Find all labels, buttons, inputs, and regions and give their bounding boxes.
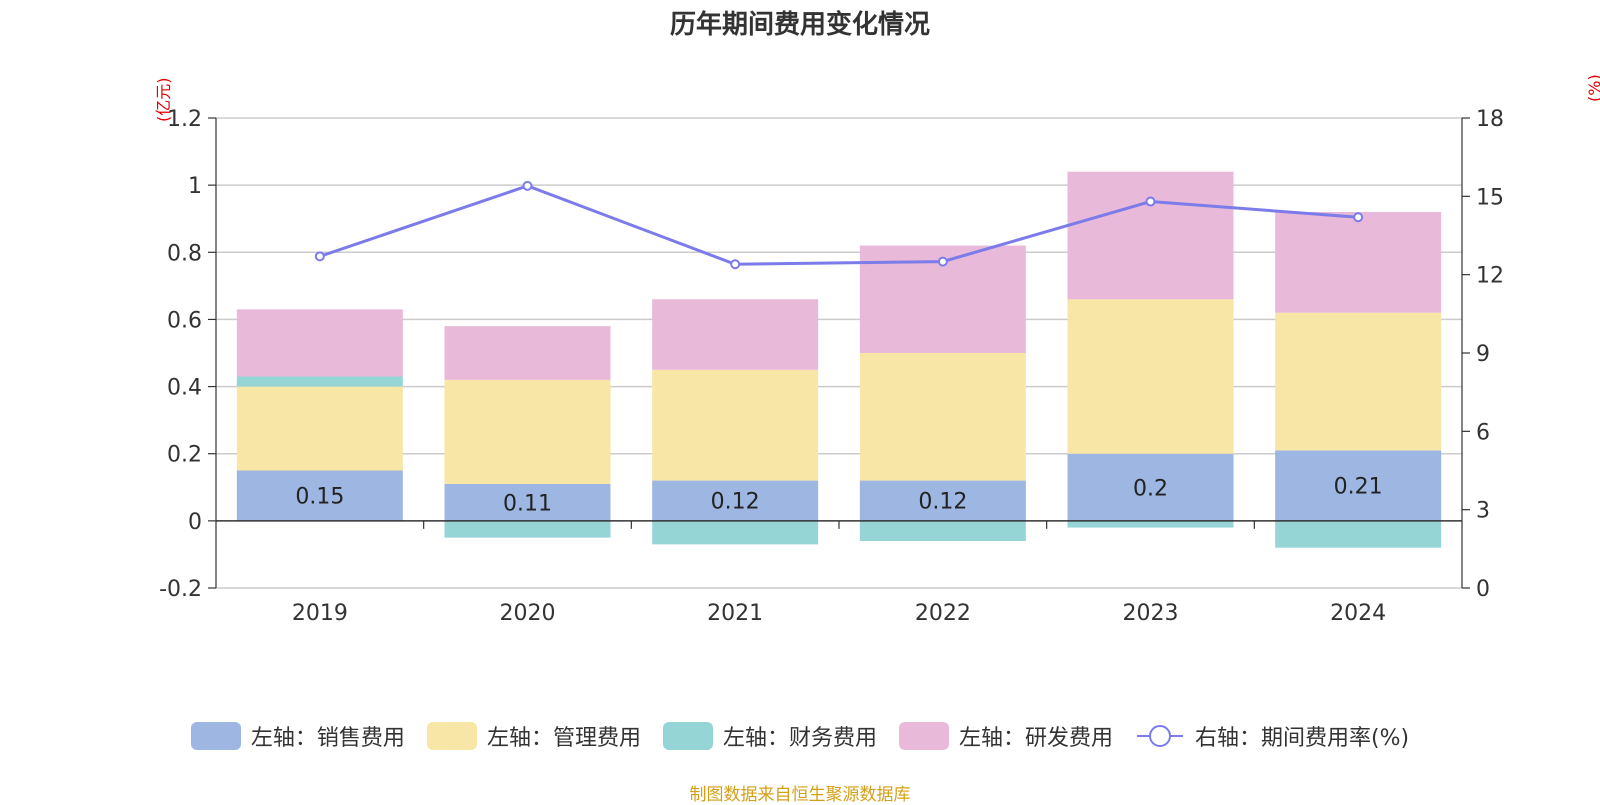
y-left-tick-label: 0.4 bbox=[167, 376, 202, 401]
rate-point bbox=[314, 251, 325, 262]
bar-segment bbox=[1275, 520, 1442, 548]
y-left-tick-label: 0.6 bbox=[167, 308, 202, 333]
bar-segment bbox=[1067, 520, 1234, 528]
legend-item-rnd[interactable]: 左轴：研发费用 bbox=[898, 720, 1113, 752]
chart-title: 历年期间费用变化情况 bbox=[669, 10, 930, 40]
rate-point bbox=[1353, 212, 1364, 223]
bar-segment bbox=[236, 386, 403, 471]
bar-segment bbox=[652, 369, 819, 481]
legend-label-rate: 右轴：期间费用率(%) bbox=[1194, 726, 1410, 751]
x-tick-label: 2024 bbox=[1330, 601, 1386, 626]
bar-segment bbox=[652, 480, 819, 521]
bar-data-label: 0.12 bbox=[918, 490, 967, 515]
bar-data-label: 0.12 bbox=[711, 490, 760, 515]
legend-item-finance[interactable]: 左轴：财务费用 bbox=[662, 720, 877, 752]
y-right-tick-label: 15 bbox=[1476, 185, 1504, 210]
legend-swatch-sales bbox=[190, 722, 241, 750]
chart-plot: -0.2 0 0.2 0.4 0.6 0.8 1 1.2 0 3 6 9 12 15 18 0.15 0.11 0… bbox=[159, 107, 1504, 626]
chart-legend: 左轴：销售费用 左轴：管理费用 左轴：财务费用 左轴：研发费用 右轴：期间费用率… bbox=[0, 720, 1600, 752]
bar-segment bbox=[652, 520, 819, 545]
y-left-tick-label: 0.2 bbox=[167, 443, 202, 468]
source-note: 制图数据来自恒生聚源数据库 bbox=[689, 785, 911, 805]
legend-swatch-finance bbox=[662, 722, 713, 750]
bar-data-label: 0.2 bbox=[1133, 476, 1168, 501]
bar-segment bbox=[236, 309, 403, 377]
bar-segment bbox=[859, 520, 1026, 541]
legend-label-finance: 左轴：财务费用 bbox=[722, 726, 877, 751]
bar-segment bbox=[236, 470, 403, 521]
bar-segment bbox=[1067, 299, 1234, 454]
bar-segment bbox=[1275, 450, 1442, 521]
legend-label-admin: 左轴：管理费用 bbox=[486, 726, 641, 751]
bar-data-label: 0.21 bbox=[1334, 475, 1383, 500]
y-right-tick-label: 18 bbox=[1476, 107, 1504, 132]
y-right-tick-label: 12 bbox=[1476, 264, 1504, 289]
y-right-tick-label: 6 bbox=[1476, 420, 1490, 445]
bar-segment bbox=[859, 353, 1026, 481]
y-right-tick-label: 9 bbox=[1476, 342, 1490, 367]
rate-point bbox=[522, 180, 533, 191]
bar-segment bbox=[1067, 171, 1234, 300]
rate-point bbox=[937, 256, 948, 267]
y-right-tick-label: 0 bbox=[1476, 577, 1490, 602]
legend-swatch-rnd bbox=[898, 722, 949, 750]
x-tick-label: 2023 bbox=[1123, 601, 1179, 626]
y-left-tick-label: 1 bbox=[188, 174, 202, 199]
bar-segment bbox=[652, 299, 819, 370]
legend-line-marker-icon bbox=[1136, 725, 1183, 747]
legend-label-sales: 左轴：销售费用 bbox=[250, 726, 405, 751]
x-tick-label: 2019 bbox=[292, 601, 348, 626]
bar-data-label: 0.15 bbox=[295, 485, 344, 510]
y-left-tick-label: 0.8 bbox=[167, 241, 202, 266]
bar-segment bbox=[1275, 312, 1442, 451]
legend-item-admin[interactable]: 左轴：管理费用 bbox=[426, 720, 641, 752]
bar-segment bbox=[444, 379, 611, 484]
bar-segment bbox=[444, 483, 611, 521]
y-left-tick-label: 1.2 bbox=[167, 107, 202, 132]
bar-segment bbox=[1067, 453, 1234, 521]
x-tick-label: 2020 bbox=[500, 601, 556, 626]
y-left-tick-label: 0 bbox=[188, 510, 202, 535]
bar-segment bbox=[236, 376, 403, 387]
bar-segment bbox=[1275, 212, 1442, 313]
legend-item-sales[interactable]: 左轴：销售费用 bbox=[190, 720, 405, 752]
bar-segment bbox=[444, 326, 611, 380]
bar-segment bbox=[444, 520, 611, 538]
y-right-tick-label: 3 bbox=[1476, 499, 1490, 524]
x-tick-label: 2022 bbox=[915, 601, 971, 626]
y-left-tick-label: -0.2 bbox=[159, 577, 202, 602]
bar-data-label: 0.11 bbox=[503, 491, 552, 516]
x-tick-label: 2021 bbox=[707, 601, 763, 626]
legend-item-rate[interactable]: 右轴：期间费用率(%) bbox=[1135, 720, 1409, 752]
rate-line bbox=[319, 184, 1359, 266]
legend-label-rnd: 左轴：研发费用 bbox=[958, 726, 1113, 751]
bar-segment bbox=[859, 480, 1026, 521]
rate-point bbox=[1145, 196, 1156, 207]
rate-point bbox=[730, 259, 741, 270]
legend-swatch-admin bbox=[426, 722, 477, 750]
